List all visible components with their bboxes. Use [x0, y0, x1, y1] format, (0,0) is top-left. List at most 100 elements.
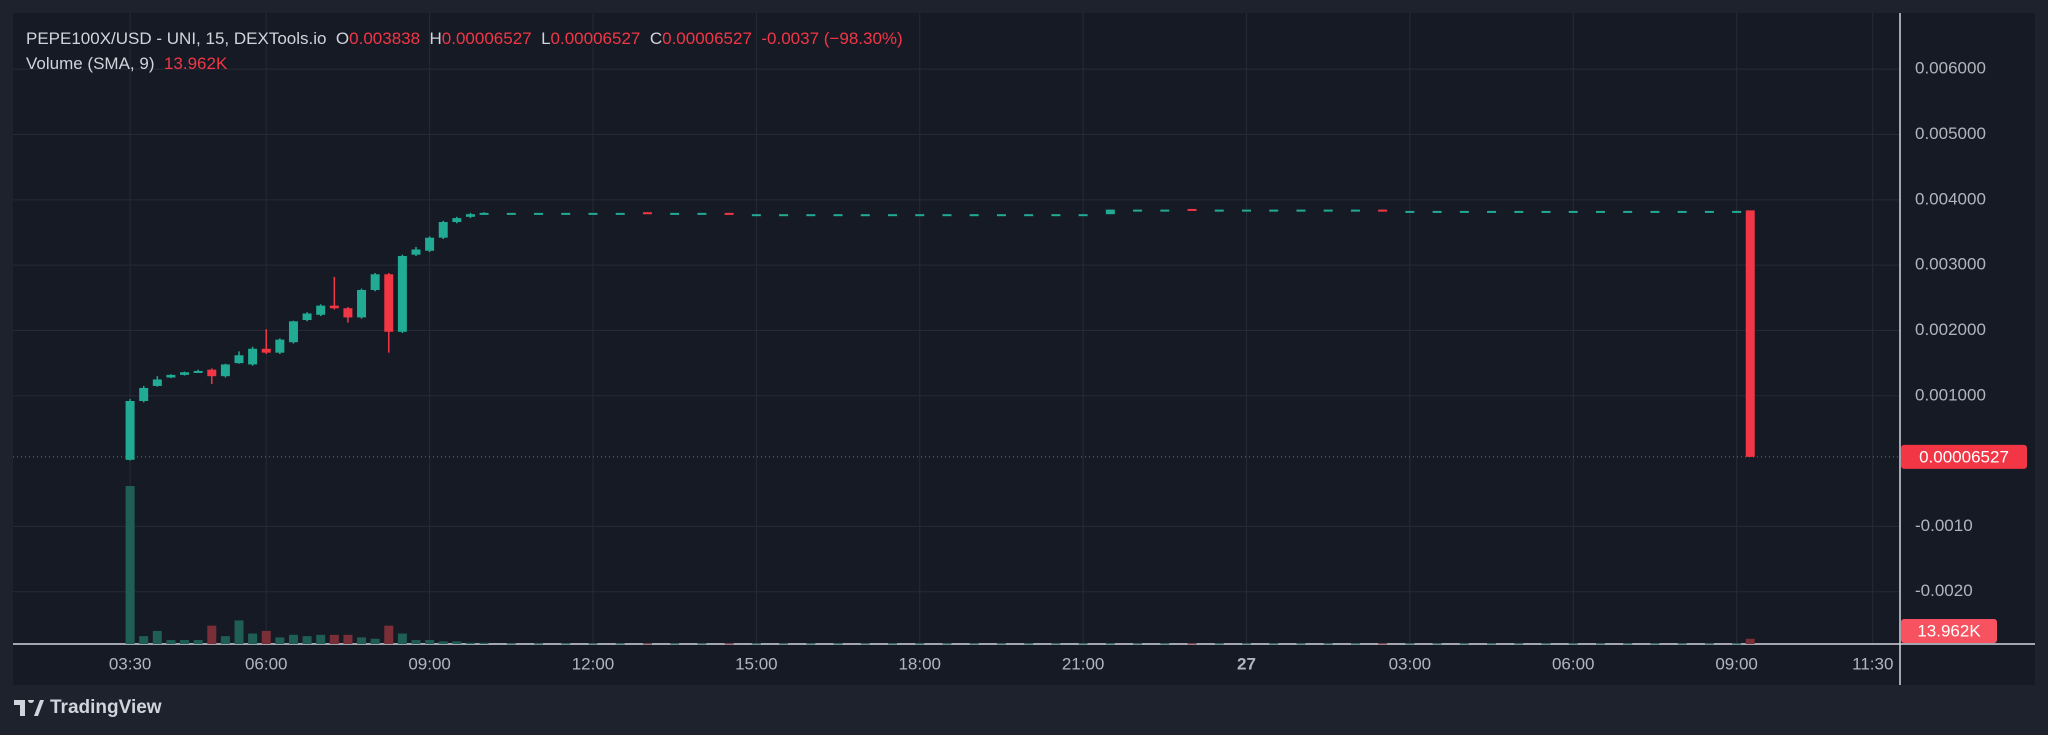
candle-body — [670, 212, 680, 215]
volume-bar — [1514, 643, 1524, 645]
last-price-box — [1901, 444, 2027, 469]
volume-bar — [915, 643, 925, 645]
candle-body — [370, 274, 380, 290]
volume-bar — [465, 642, 475, 644]
last-volume-box — [1901, 619, 1997, 643]
candle-body — [1704, 210, 1714, 213]
volume-bar — [234, 620, 244, 644]
candle-body — [1487, 210, 1497, 213]
volume-bar — [642, 643, 652, 645]
ohlc-label: L — [541, 29, 551, 48]
candle-body — [316, 305, 326, 315]
candle-body — [193, 370, 203, 373]
volume-bar — [180, 640, 190, 644]
candle-body — [125, 401, 135, 460]
volume-bar — [452, 641, 462, 644]
volume-bar — [275, 637, 285, 644]
volume-bar — [1541, 643, 1551, 645]
volume-bar — [220, 636, 230, 644]
volume-bar — [316, 634, 326, 644]
candle-body — [1514, 210, 1524, 213]
candle-body — [1160, 209, 1170, 212]
candle-body — [425, 237, 435, 251]
volume-bar — [506, 643, 516, 645]
volume-bar — [1187, 643, 1197, 645]
volume-bar — [806, 643, 816, 645]
x-tick-label: 21:00 — [1062, 654, 1105, 673]
y-tick-label: 0.006000 — [1915, 59, 1986, 78]
volume-bar — [1405, 643, 1415, 645]
candle-body — [806, 214, 816, 217]
candle-body — [1078, 214, 1088, 217]
x-tick-label: 27 — [1237, 654, 1256, 673]
x-tick-label: 12:00 — [572, 654, 615, 673]
volume-bar — [384, 625, 394, 644]
candle-body — [588, 212, 598, 215]
candle-body — [534, 212, 544, 215]
x-tick-label: 15:00 — [735, 654, 778, 673]
volume-bar — [751, 643, 761, 645]
volume-bar — [329, 634, 339, 644]
change: -0.0037 (−98.30%) — [761, 29, 903, 48]
volume-bar — [1323, 643, 1333, 645]
candle-body — [1595, 210, 1605, 213]
candle-body — [438, 222, 448, 238]
volume-bar — [1350, 643, 1360, 645]
last-price-label: 0.00006527 — [1919, 447, 2009, 466]
volume-bar — [302, 636, 312, 644]
volume-bar — [1459, 643, 1469, 645]
candle-body — [465, 214, 475, 217]
candle-body — [1024, 214, 1034, 217]
volume-bar — [942, 643, 952, 645]
volume-bar — [1745, 638, 1755, 644]
volume-bar — [1296, 643, 1306, 645]
volume-bar — [261, 630, 271, 644]
volume-bar — [969, 643, 979, 645]
candle-body — [1378, 209, 1388, 212]
x-tick-label: 06:00 — [1552, 654, 1595, 673]
y-tick-label: 0.003000 — [1915, 255, 1986, 274]
x-tick-label: 18:00 — [898, 654, 941, 673]
candle-body — [751, 214, 761, 217]
candle-body — [234, 355, 244, 364]
candle-body — [1541, 210, 1551, 213]
volume-bar — [561, 643, 571, 645]
x-tick-label: 11:30 — [1852, 654, 1893, 673]
x-tick-label: 09:00 — [1715, 654, 1758, 673]
volume-bar — [438, 641, 448, 644]
volume-value: 13.962K — [163, 54, 228, 73]
volume-legend: Volume (SMA, 9) 13.962K — [26, 54, 227, 74]
volume-bar — [724, 643, 734, 645]
candle-body — [1133, 209, 1143, 212]
candle-body — [248, 348, 258, 365]
volume-bar — [343, 634, 353, 644]
candle-body — [1350, 209, 1360, 212]
candle-body — [343, 308, 353, 318]
x-tick-label: 03:00 — [1389, 654, 1432, 673]
volume-bar — [1704, 643, 1714, 645]
brand[interactable]: TradingView — [14, 697, 162, 719]
y-tick-label: 0.004000 — [1915, 189, 1986, 208]
candle-body — [888, 214, 898, 217]
candle-body — [397, 255, 407, 332]
volume-bar — [1623, 643, 1633, 645]
candle-body — [1296, 209, 1306, 212]
candle-body — [452, 218, 462, 223]
candle-body — [1242, 209, 1251, 212]
candle-body — [1677, 210, 1687, 213]
candle-body — [779, 214, 789, 217]
volume-bar — [248, 633, 258, 644]
volume-title: Volume (SMA, 9) — [26, 54, 155, 73]
candle-body — [180, 372, 190, 375]
candle-body — [288, 321, 298, 343]
candle-body — [166, 374, 176, 378]
volume-bar — [697, 643, 707, 645]
candle-body — [220, 364, 230, 377]
ohlc-value: 0.00006527 — [662, 29, 752, 48]
volume-bar — [193, 640, 203, 644]
ohlc-label: H — [429, 29, 442, 48]
volume-bar — [152, 630, 162, 644]
candle-body — [860, 214, 870, 217]
candle-body — [996, 214, 1006, 217]
candle-body — [561, 212, 571, 215]
